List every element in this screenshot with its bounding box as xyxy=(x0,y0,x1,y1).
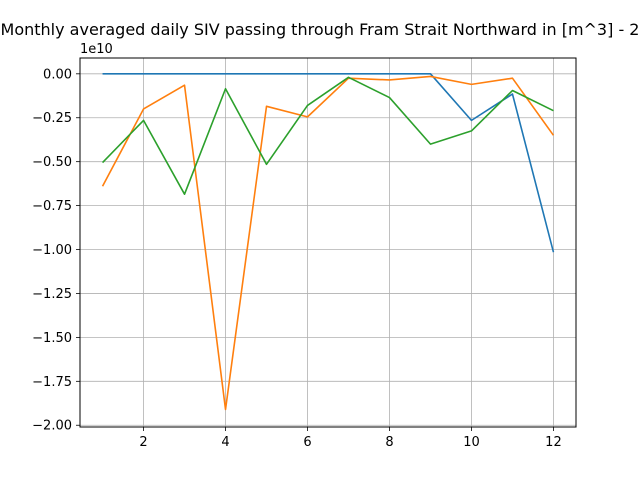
x-tick-label: 8 xyxy=(385,435,393,450)
grid xyxy=(80,58,576,427)
y-axis-offset-label: 1e10 xyxy=(80,42,113,57)
x-tick-label: 4 xyxy=(221,435,229,450)
plot-frame xyxy=(79,57,577,428)
x-tick-label: 2 xyxy=(139,435,147,450)
series-line-3 xyxy=(101,76,554,195)
x-tick-label: 6 xyxy=(303,435,311,450)
x-tick-label: 12 xyxy=(545,435,562,450)
x-tick-label: 10 xyxy=(463,435,480,450)
y-tick-label: −1.50 xyxy=(32,331,72,346)
y-tick-label: −0.50 xyxy=(32,155,72,170)
y-tick-label: −1.00 xyxy=(32,243,72,258)
y-axis-ticks: 0.00 −0.25 −0.50 −0.75 −1.00 −1.25 −1.50 −1.75 −… xyxy=(32,67,80,434)
y-tick-label: −1.75 xyxy=(32,375,72,390)
y-tick-label: −1.25 xyxy=(32,287,72,302)
chart-title: Monthly averaged daily SIV passing throu… xyxy=(1,20,640,39)
series-line-2 xyxy=(101,75,555,411)
x-axis-ticks: 2 4 6 8 10 12 xyxy=(139,427,562,450)
y-tick-label: −0.25 xyxy=(32,111,72,126)
y-tick-label: 0.00 xyxy=(43,67,72,82)
series-line-1 xyxy=(102,73,555,253)
y-tick-label: −2.00 xyxy=(32,419,72,434)
y-tick-label: −0.75 xyxy=(32,199,72,214)
series-lines xyxy=(101,73,555,411)
